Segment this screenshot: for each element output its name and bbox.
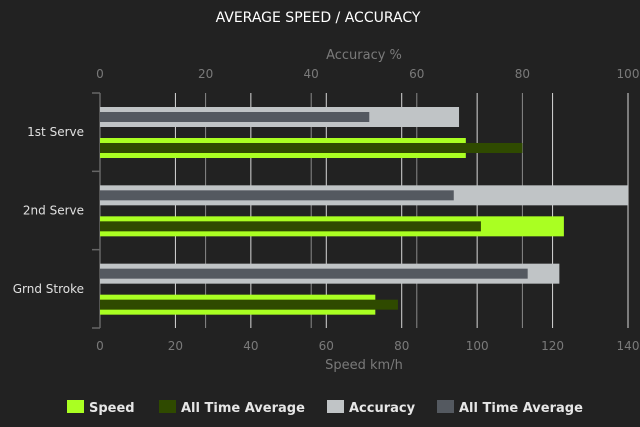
accuracy-tick-label: 60 <box>409 67 424 81</box>
legend-label: Accuracy <box>349 401 416 416</box>
speed-tick-label: 20 <box>168 339 183 353</box>
accuracy-average-bar <box>100 268 528 279</box>
speed-tick-label: 140 <box>617 339 640 353</box>
category-label: 2nd Serve <box>23 204 84 218</box>
accuracy-average-bar <box>100 112 370 122</box>
legend-swatch <box>327 400 344 413</box>
accuracy-average-bar <box>100 190 454 201</box>
accuracy-tick-label: 20 <box>198 67 213 81</box>
accuracy-tick-label: 0 <box>96 67 104 81</box>
speed-tick-label: 100 <box>466 339 489 353</box>
category-label: Grnd Stroke <box>13 282 84 296</box>
legend-swatch <box>67 400 84 413</box>
legend-swatch <box>159 400 176 413</box>
chart-title: AVERAGE SPEED / ACCURACY <box>216 10 421 26</box>
speed-average-bar <box>100 221 481 232</box>
speed-tick-label: 0 <box>96 339 104 353</box>
speed-tick-label: 60 <box>319 339 334 353</box>
accuracy-axis-label: Accuracy % <box>326 48 402 63</box>
speed-tick-label: 40 <box>243 339 258 353</box>
legend-label: All Time Average <box>181 401 305 416</box>
legend-label: Speed <box>89 401 135 416</box>
accuracy-tick-label: 40 <box>304 67 319 81</box>
category-label: 1st Serve <box>27 125 84 139</box>
legend-swatch <box>437 400 454 413</box>
speed-tick-label: 120 <box>541 339 564 353</box>
accuracy-tick-label: 100 <box>617 67 640 81</box>
legend-label: All Time Average <box>459 401 583 416</box>
speed-average-bar <box>100 143 523 153</box>
accuracy-tick-label: 80 <box>515 67 530 81</box>
speed-tick-label: 80 <box>394 339 409 353</box>
speed-average-bar <box>100 299 398 310</box>
speed-axis-label: Speed km/h <box>325 358 403 373</box>
